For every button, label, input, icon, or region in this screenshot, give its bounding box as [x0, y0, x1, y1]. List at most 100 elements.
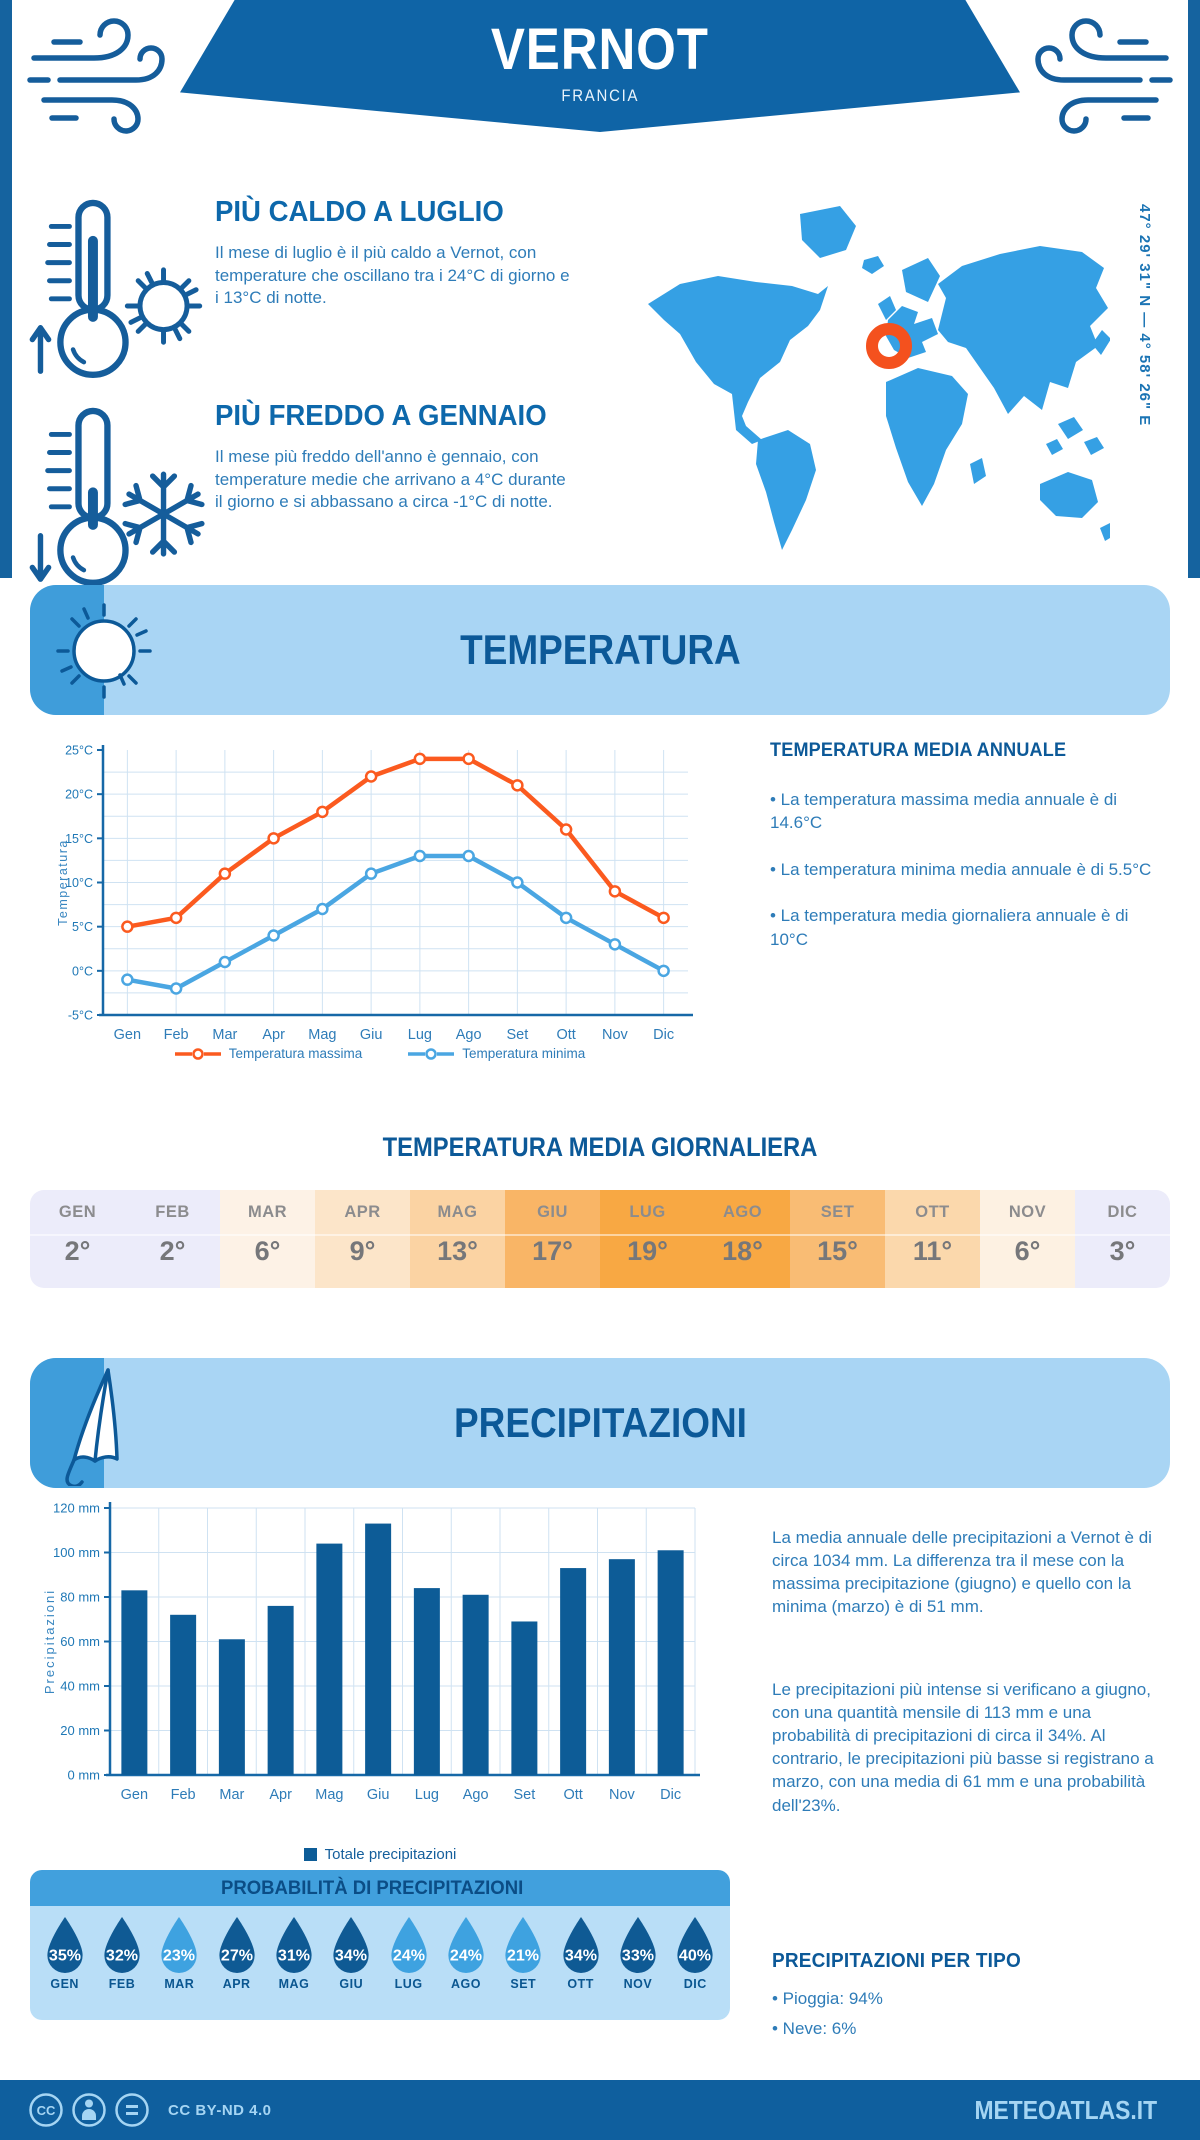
probability-droplet: 23% MAR — [153, 1916, 205, 1991]
cold-month-text: Il mese più freddo dell'anno è gennaio, … — [215, 447, 566, 512]
droplet-month-label: DIC — [683, 1977, 707, 1991]
svg-text:25°C: 25°C — [65, 744, 93, 758]
svg-text:Ago: Ago — [463, 1787, 489, 1803]
probability-droplet: 32% FEB — [96, 1916, 148, 1991]
droplet-month-label: APR — [222, 1977, 251, 1991]
thermometer-cold-snowflake-icon — [29, 407, 216, 586]
precipitation-chart: 0 mm 20 mm 40 mm 60 mm 80 mm 100 mm 120 mm Gen F… — [42, 1501, 700, 1803]
probability-droplet: 35% GEN — [39, 1916, 91, 1991]
precipitation-section-banner: PRECIPITAZIONI — [30, 1358, 1170, 1488]
svg-text:Apr: Apr — [269, 1787, 292, 1803]
table-month-header: LUG — [600, 1190, 695, 1234]
legend-item: Temperatura massima — [174, 1046, 362, 1061]
wind-icon — [27, 18, 165, 134]
table-temperature-value: 3° — [1075, 1234, 1170, 1288]
right-edge-strip — [1188, 0, 1200, 578]
table-month-header: MAG — [410, 1190, 505, 1234]
table-temperature-value: 6° — [980, 1234, 1075, 1288]
water-drop-icon: 34% — [333, 1917, 369, 1973]
svg-text:33%: 33% — [622, 1947, 654, 1965]
table-month-header: AGO — [695, 1190, 790, 1234]
svg-text:120 mm: 120 mm — [53, 1501, 100, 1516]
page-subtitle: FRANCIA — [561, 86, 639, 105]
precipitation-section-title: PRECIPITAZIONI — [453, 1399, 747, 1446]
water-drop-icon: 27% — [219, 1917, 255, 1973]
left-edge-strip — [0, 0, 12, 578]
table-temperature-value: 13° — [410, 1234, 505, 1288]
bullet-item: • La temperatura minima media annuale è … — [770, 859, 1152, 879]
svg-text:Lug: Lug — [415, 1787, 439, 1803]
coordinates-label: 47° 29' 31" N — 4° 58' 26" E — [1136, 204, 1153, 427]
precipitation-per-type-bullets: • Pioggia: 94% • Neve: 6% — [772, 1984, 1132, 2044]
temperature-section-banner: TEMPERATURA — [30, 585, 1170, 715]
svg-text:Set: Set — [513, 1787, 535, 1803]
svg-text:Ago: Ago — [456, 1027, 482, 1043]
precipitation-paragraph-2: Le precipitazioni più intense si verific… — [772, 1680, 1154, 1815]
probability-droplet: 33% NOV — [612, 1916, 664, 1991]
daily-temperature-table: GEN FEB MAR APR MAG GIU LUG AGO SET OTT NOV DIC 2° 2°… — [30, 1190, 1170, 1288]
cc-license-icons: CC — [29, 2093, 149, 2127]
svg-text:Gen: Gen — [121, 1787, 148, 1803]
table-month-header: GEN — [30, 1190, 125, 1234]
probability-droplet: 34% GIU — [325, 1916, 377, 1991]
table-month-header: FEB — [125, 1190, 220, 1234]
svg-text:24%: 24% — [393, 1947, 425, 1965]
thermometer-hot-sun-icon — [29, 199, 203, 378]
water-drop-icon: 24% — [391, 1917, 427, 1973]
droplet-month-label: FEB — [108, 1977, 136, 1991]
water-drop-icon: 40% — [677, 1917, 713, 1973]
svg-text:20 mm: 20 mm — [60, 1723, 100, 1738]
svg-text:20°C: 20°C — [65, 788, 93, 802]
water-drop-icon: 34% — [563, 1917, 599, 1973]
svg-text:34%: 34% — [565, 1947, 597, 1965]
annual-temperature-bullets: • La temperatura massima media annuale è… — [770, 788, 1165, 974]
droplet-month-label: SET — [510, 1977, 537, 1991]
site-name: METEOATLAS.IT — [974, 2094, 1158, 2125]
table-temperature-value: 19° — [600, 1234, 695, 1288]
water-drop-icon: 23% — [161, 1917, 197, 1973]
svg-text:Lug: Lug — [408, 1027, 432, 1043]
probability-panel-title: PROBABILITÀ DI PRECIPITAZIONI — [30, 1870, 730, 1906]
svg-text:5°C: 5°C — [72, 920, 93, 934]
svg-text:Nov: Nov — [609, 1787, 636, 1803]
precipitation-paragraph-1: La media annuale delle precipitazioni a … — [772, 1528, 1152, 1617]
probability-droplet: 24% LUG — [383, 1916, 435, 1991]
water-drop-icon: 24% — [448, 1917, 484, 1973]
svg-text:100 mm: 100 mm — [53, 1545, 100, 1560]
precipitation-probability-panel: PROBABILITÀ DI PRECIPITAZIONI 35% GEN 32% F… — [30, 1870, 730, 2020]
table-month-header: GIU — [505, 1190, 600, 1234]
water-drop-icon: 32% — [104, 1917, 140, 1973]
svg-text:60 mm: 60 mm — [60, 1634, 100, 1649]
droplet-month-label: AGO — [450, 1977, 481, 1991]
umbrella-icon — [65, 1368, 119, 1486]
bullet-item: • Pioggia: 94% — [772, 1989, 883, 2008]
temperature-chart: -5°C 0°C 5°C 10°C 15°C 20°C 25°C Gen Feb Mar Apr Ma… — [56, 744, 693, 1043]
svg-text:Nov: Nov — [602, 1027, 629, 1043]
location-marker — [866, 323, 912, 369]
svg-text:Set: Set — [506, 1027, 528, 1043]
table-temperature-value: 9° — [315, 1234, 410, 1288]
svg-text:80 mm: 80 mm — [60, 1590, 100, 1605]
table-temperature-value: 17° — [505, 1234, 600, 1288]
svg-text:Gen: Gen — [114, 1027, 141, 1043]
droplet-month-label: LUG — [394, 1977, 423, 1991]
hot-month-title: PIÙ CALDO A LUGLIO — [215, 196, 504, 228]
svg-text:Feb: Feb — [164, 1027, 189, 1043]
license-text: CC BY-ND 4.0 — [168, 2101, 272, 2119]
svg-text:23%: 23% — [163, 1947, 195, 1965]
table-temperature-value: 11° — [885, 1234, 980, 1288]
svg-text:Mar: Mar — [212, 1027, 237, 1043]
sun-icon — [56, 603, 152, 699]
svg-text:10°C: 10°C — [65, 876, 93, 890]
bullet-item: • La temperatura media giornaliera annua… — [770, 906, 1129, 949]
svg-text:Temperatura: Temperatura — [56, 839, 70, 926]
hot-month-text: Il mese di luglio è il più caldo a Verno… — [215, 243, 570, 308]
table-month-header: NOV — [980, 1190, 1075, 1234]
water-drop-icon: 21% — [505, 1917, 541, 1973]
table-month-header: OTT — [885, 1190, 980, 1234]
svg-text:40%: 40% — [679, 1947, 711, 1965]
probability-droplets: 35% GEN 32% FEB 23% MAR 27% APR 31% MAG 34% GIU 24% L… — [30, 1906, 730, 2020]
svg-text:Feb: Feb — [171, 1787, 196, 1803]
footer: CC CC BY-ND 4.0 METEOATLAS.IT — [0, 2080, 1200, 2140]
